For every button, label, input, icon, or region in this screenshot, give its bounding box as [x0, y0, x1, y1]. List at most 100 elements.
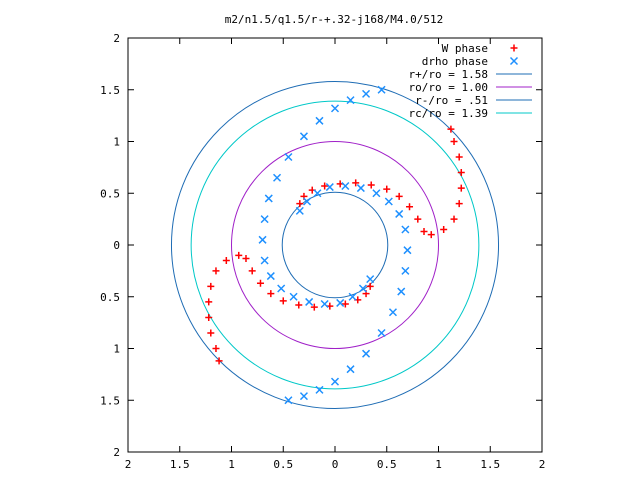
data-point [336, 298, 345, 307]
data-point [457, 169, 465, 177]
data-point [406, 203, 414, 211]
data-point [260, 215, 269, 224]
data-point [215, 357, 223, 365]
circle-r+ [170, 80, 500, 410]
data-point [330, 377, 340, 386]
data-point [321, 182, 329, 190]
data-point [264, 194, 273, 203]
data-point [284, 396, 293, 405]
data-point [273, 173, 282, 182]
data-point [266, 272, 275, 281]
legend-label: ro/ro = 1.00 [409, 81, 488, 94]
data-point [348, 292, 357, 301]
data-series [205, 85, 465, 405]
data-point [222, 257, 230, 265]
data-point [395, 192, 403, 200]
data-point [356, 184, 365, 193]
data-point [367, 181, 375, 189]
x-tick-label: 1.5 [170, 458, 190, 471]
circle-ro [231, 141, 439, 349]
legend-label: drho phase [422, 55, 488, 68]
data-point [457, 184, 465, 192]
data-point [267, 290, 275, 298]
data-point [341, 181, 350, 191]
data-point [414, 215, 422, 223]
data-point [455, 153, 463, 161]
legend-label: W phase [442, 42, 488, 55]
data-point [207, 329, 215, 337]
data-point [296, 200, 304, 208]
y-axis: 2 1.5 1 0.5 0 0.5 1 1.5 2 [100, 32, 542, 459]
data-point [279, 297, 287, 305]
x-tick-label: 1.5 [480, 458, 500, 471]
data-point [384, 197, 393, 206]
series-w-phase [205, 125, 465, 365]
data-point [397, 287, 406, 296]
data-point [366, 282, 374, 290]
x-tick-label: 2 [539, 458, 546, 471]
data-point [346, 96, 355, 105]
y-tick-label: 2 [113, 446, 120, 459]
reference-circles [170, 80, 500, 410]
series-drho-phase [258, 85, 412, 405]
data-point [284, 152, 293, 162]
x-tick-label: 0 [332, 458, 339, 471]
y-tick-label: 0.5 [100, 187, 120, 200]
data-point [277, 284, 286, 293]
data-point [207, 282, 215, 290]
circle-r- [281, 191, 389, 299]
y-tick-label: 2 [113, 32, 120, 45]
x-tick-label: 1 [228, 458, 235, 471]
data-point [362, 89, 371, 98]
data-point [395, 209, 404, 218]
data-point [258, 235, 267, 244]
data-point [212, 345, 220, 352]
data-point [295, 301, 303, 309]
data-point [341, 300, 349, 308]
x-axis: 2 1.5 1 0.5 0 0.5 1 1.5 2 [125, 38, 546, 471]
data-point [289, 292, 298, 301]
data-point [299, 132, 308, 141]
data-point [427, 231, 435, 239]
data-point [383, 185, 391, 193]
x-tick-label: 1 [435, 458, 442, 471]
data-point [447, 125, 455, 133]
data-point [299, 392, 308, 401]
data-point [310, 303, 318, 311]
data-point [388, 308, 397, 317]
data-point [205, 298, 213, 306]
x-tick-label: 0.5 [377, 458, 397, 471]
y-tick-label: 1 [113, 136, 120, 149]
data-point [295, 206, 304, 215]
y-tick-label: 0.5 [100, 291, 120, 304]
data-point [455, 200, 463, 208]
data-point [372, 189, 381, 198]
data-point [366, 275, 375, 284]
data-point [330, 104, 340, 113]
data-point [358, 284, 367, 293]
legend-label: r+/ro = 1.58 [409, 68, 488, 81]
data-point [248, 267, 256, 275]
legend-marker-sample [509, 56, 519, 66]
data-point [346, 365, 355, 374]
data-point [303, 197, 312, 206]
data-point [352, 179, 360, 187]
data-point [377, 328, 386, 338]
x-tick-label: 2 [125, 458, 132, 471]
data-point [377, 85, 386, 94]
data-point [212, 267, 220, 275]
data-point [315, 116, 324, 125]
data-point [325, 183, 334, 192]
data-point [315, 385, 324, 394]
legend-label: r-/ro = .51 [415, 94, 488, 107]
data-point [362, 349, 371, 358]
data-point [450, 138, 458, 145]
data-point [403, 246, 412, 255]
x-tick-label: 0.5 [273, 458, 293, 471]
y-tick-label: 1.5 [100, 84, 120, 97]
data-point [260, 256, 269, 265]
data-point [420, 228, 428, 236]
data-point [320, 299, 329, 309]
data-point [401, 266, 410, 275]
